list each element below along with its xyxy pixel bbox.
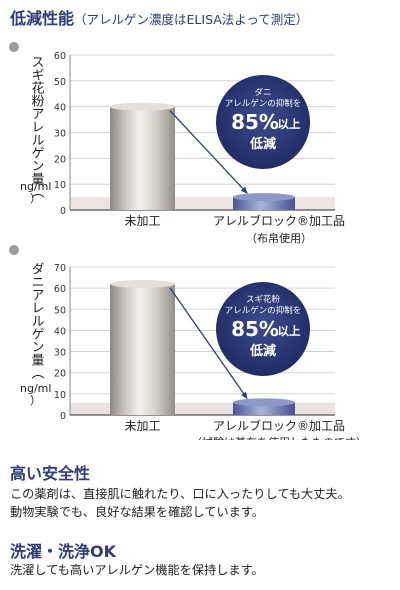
badge-line-2: アレルゲンの抑制を [225,305,302,316]
y-tick-label: 0 [60,411,66,422]
badge-line-1: スギ花粉 [246,294,281,305]
bar-untreated [110,106,175,210]
bullet-dot [9,245,19,255]
baseline-band [70,197,335,210]
reduction-badge [216,75,310,169]
reduction-arrow [169,287,248,400]
y-axis-unit: ng/ml [20,382,51,395]
bar-untreated-top [110,102,175,111]
y-tick-label: 10 [54,180,66,191]
y-tick-label: 0 [60,206,66,217]
wash-text-line-1: 洗濯しても高いアレルゲン機能を保持します。 [10,563,264,577]
baseline-band [70,402,335,415]
safety-section-title: 高い安全性 [10,464,91,483]
safety-text-line-1: この薬剤は、直接肌に触れたり、口に入ったりしても大丈夫。 [10,487,350,501]
y-tick-label: 40 [54,326,66,337]
y-tick-label: 30 [54,129,66,140]
y-tick-label: 50 [54,305,66,316]
wash-section-title: 洗濯・洗浄OK [10,542,117,561]
y-axis-unit-close: ） [30,192,41,205]
y-axis-label: スギ花粉アレルゲン量（ [29,55,45,198]
badge-suffix: 以上 [278,324,301,338]
bar-untreated [110,283,175,415]
badge-line-3: 低減 [249,343,276,359]
x-category-sublabel: （布帛使用） [246,231,312,245]
safety-text-line-2: 動物実験でも、良好な結果を確認しています。 [10,505,264,519]
badge-line-3: 低減 [249,136,276,152]
pollen-allergen-chart: スギ花粉アレルゲン量（ng/ml） 0 10 20 30 40 50 60 ダニアレルゲンの抑制… [9,42,345,245]
badge-percent: 85% [231,317,279,341]
y-axis-unit-close: ） [30,394,41,407]
y-axis-unit: ng/ml [20,180,51,193]
reduction-arrow [169,110,248,194]
y-tick-label: 40 [54,103,66,114]
x-category-label: アレルブロック®加工品 [213,418,345,433]
page-subtitle: （アレルゲン濃度はELISA法よって測定） [74,12,309,27]
y-tick-label: 10 [54,390,66,401]
bar-untreated-top [110,279,175,288]
badge-line-2: アレルゲンの抑制を [225,98,302,109]
y-axis-label: ダニアレルゲン量（ [29,262,45,379]
reduction-badge [216,282,310,376]
y-tick-label: 20 [54,369,66,380]
badge-line-1: ダニ [254,87,271,98]
y-tick-label: 50 [54,77,66,88]
x-category-label: 未加工 [124,419,160,433]
y-tick-label: 70 [54,263,66,274]
page-heading: 低減性能（アレルゲン濃度はELISA法よって測定） [10,5,308,29]
bullet-dot [9,42,19,52]
x-category-sublabel: （試験は基布を使用したものです） [191,435,367,440]
bar-treated-top [233,398,295,407]
y-tick-label: 30 [54,348,66,359]
mite-allergen-chart: ダニアレルゲン量（ ng/ml） 0 10 20 30 40 50 60 70 スギ花粉アレルゲンの… [9,245,367,440]
y-tick-label: 60 [54,284,66,295]
y-tick-label: 60 [54,51,66,62]
badge-percent: 85% [231,110,279,134]
bar-treated-top [233,193,295,202]
page-title: 低減性能 [10,9,75,28]
x-category-label: アレルブロック®加工品 [213,213,345,228]
y-tick-label: 20 [54,154,66,165]
badge-suffix: 以上 [278,117,301,131]
x-category-label: 未加工 [124,214,160,228]
